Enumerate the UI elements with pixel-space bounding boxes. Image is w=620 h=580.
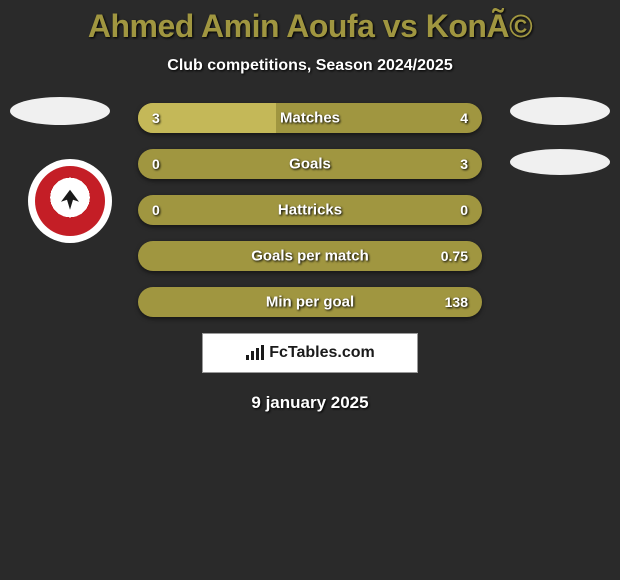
- stat-value-right: 0.75: [441, 248, 468, 264]
- footer-logo-text: FcTables.com: [269, 344, 375, 362]
- stat-value-right: 138: [445, 294, 468, 310]
- stat-label: Goals per match: [251, 248, 369, 265]
- stat-row: Min per goal 138: [138, 287, 482, 317]
- stat-label: Goals: [289, 156, 331, 173]
- eagle-icon: [55, 188, 85, 212]
- stat-value-right: 3: [460, 156, 468, 172]
- page-title: Ahmed Amin Aoufa vs KonÃ©: [0, 0, 620, 45]
- footer-logo[interactable]: FcTables.com: [202, 333, 418, 373]
- content: 3 Matches 4 0 Goals 3 0 Hattricks 0 Goal…: [0, 103, 620, 413]
- stat-value-left: 3: [152, 110, 160, 126]
- player-right-avatar-2: [510, 149, 610, 175]
- stat-row: 0 Hattricks 0: [138, 195, 482, 225]
- stat-label: Min per goal: [266, 294, 354, 311]
- date: 9 january 2025: [0, 393, 620, 413]
- club-badge-inner: [35, 166, 105, 236]
- chart-icon: [245, 345, 265, 361]
- stat-row: 3 Matches 4: [138, 103, 482, 133]
- stat-label: Hattricks: [278, 202, 342, 219]
- stat-row: 0 Goals 3: [138, 149, 482, 179]
- stat-value-right: 0: [460, 202, 468, 218]
- subtitle: Club competitions, Season 2024/2025: [0, 57, 620, 75]
- player-right-avatar: [510, 97, 610, 125]
- stat-value-left: 0: [152, 202, 160, 218]
- stats-bars: 3 Matches 4 0 Goals 3 0 Hattricks 0 Goal…: [138, 103, 482, 317]
- stat-value-right: 4: [460, 110, 468, 126]
- stat-value-left: 0: [152, 156, 160, 172]
- player-left-avatar: [10, 97, 110, 125]
- club-badge-left: [28, 159, 112, 243]
- stat-row: Goals per match 0.75: [138, 241, 482, 271]
- stat-label: Matches: [280, 110, 340, 127]
